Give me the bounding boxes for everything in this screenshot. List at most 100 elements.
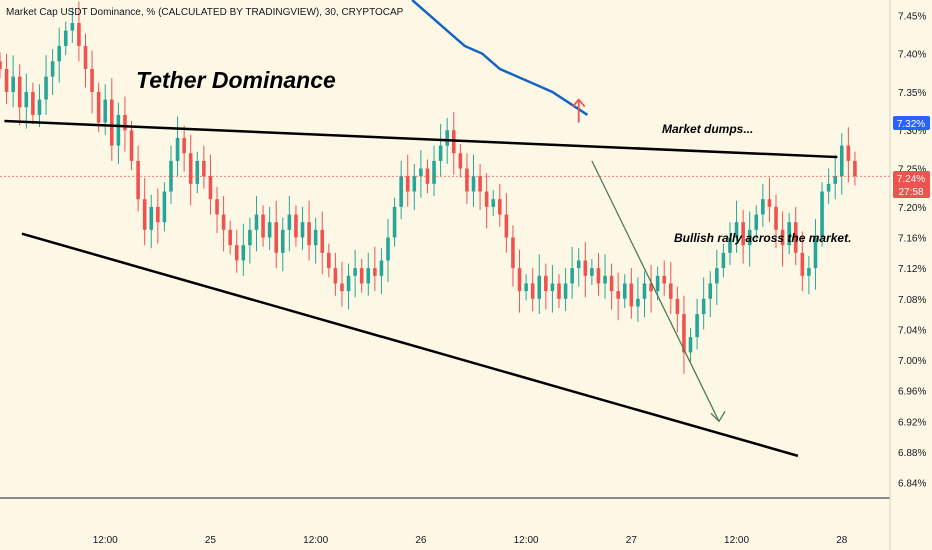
- candle-body: [340, 283, 344, 292]
- y-tick-label: 7.35%: [898, 88, 926, 99]
- candle-body: [688, 337, 693, 353]
- bullish-rally-note: Bullish rally across the market.: [674, 231, 851, 245]
- candle-body: [44, 76, 48, 100]
- candle-body: [83, 45, 88, 69]
- x-axis: 12:00 25 12:00 26 12:00 27 12:00 28: [93, 535, 848, 546]
- candle-body: [175, 137, 180, 161]
- candle-body: [333, 268, 338, 284]
- candle-body: [90, 68, 94, 92]
- candle-body: [833, 176, 837, 184]
- candles-layer: [0, 1, 857, 374]
- candle-body: [399, 176, 403, 207]
- candle-body: [149, 206, 154, 230]
- candle-body: [728, 237, 732, 253]
- candle-body: [478, 176, 482, 192]
- candle-body: [195, 160, 200, 184]
- candle-body: [261, 214, 265, 238]
- candle-body: [208, 176, 213, 200]
- candle-body: [787, 222, 791, 246]
- y-tick-label: 7.04%: [898, 325, 926, 336]
- y-tick-label: 6.84%: [898, 479, 926, 490]
- y-tick-label: 6.88%: [898, 448, 926, 459]
- candle-body: [767, 199, 772, 207]
- headline-annotation: Tether Dominance: [136, 67, 336, 93]
- candle-body: [17, 76, 22, 108]
- candle-body: [405, 176, 410, 192]
- y-tick-label: 7.45%: [898, 11, 926, 22]
- candle-body: [649, 283, 653, 292]
- candle-body: [373, 268, 377, 276]
- y-tick-label: 7.40%: [898, 50, 926, 61]
- candle-body: [668, 283, 673, 299]
- x-tick-label: 25: [205, 535, 217, 546]
- y-tick-label: 7.00%: [898, 356, 926, 367]
- candle-body: [761, 199, 765, 215]
- candle-body: [142, 199, 147, 230]
- y-tick-label: 7.20%: [898, 203, 926, 214]
- candle-body: [576, 260, 581, 269]
- candle-body: [793, 222, 798, 253]
- candle-body: [596, 268, 601, 284]
- candle-body: [583, 260, 588, 276]
- candle-body: [465, 168, 469, 192]
- candle-body: [682, 314, 686, 353]
- projection-arrow-head: [710, 411, 726, 423]
- ma-value-text: 7.32%: [897, 119, 925, 130]
- candle-body: [248, 229, 252, 246]
- candle-body: [50, 61, 55, 77]
- candle-body: [826, 183, 831, 192]
- candle-body: [570, 268, 574, 284]
- candle-body: [537, 275, 542, 299]
- candle-body: [280, 229, 285, 253]
- candle-body: [590, 268, 594, 276]
- candle-body: [563, 283, 568, 299]
- candle-body: [484, 191, 489, 207]
- candle-body: [695, 314, 699, 338]
- last-price-text: 7.24%: [897, 174, 925, 185]
- y-tick-label: 6.96%: [898, 387, 926, 398]
- candle-body: [11, 76, 15, 92]
- candle-body: [629, 283, 634, 307]
- candle-body: [708, 283, 713, 299]
- candle-body: [103, 99, 108, 123]
- candle-body: [129, 130, 134, 161]
- candle-body: [320, 229, 325, 253]
- candle-body: [432, 160, 436, 184]
- ma-value-badge: [893, 116, 930, 130]
- symbol-title: Market Cap USDT Dominance, % (CALCULATED…: [6, 7, 404, 18]
- candle-body: [241, 245, 246, 261]
- candle-body: [557, 283, 561, 299]
- y-tick-label: 7.16%: [898, 234, 926, 245]
- candle-body: [642, 283, 647, 299]
- candle-body: [425, 168, 430, 184]
- countdown-text: 27:58: [898, 187, 923, 198]
- candle-body: [800, 252, 805, 276]
- candle-body: [386, 237, 390, 261]
- candle-body: [24, 91, 29, 108]
- projection-arrow-shaft: [591, 160, 720, 422]
- candle-body: [451, 130, 456, 154]
- candle-body: [498, 199, 502, 215]
- last-price-badge: [893, 171, 930, 198]
- candle-body: [359, 268, 364, 284]
- candle-body: [807, 268, 811, 276]
- candle-body: [346, 275, 351, 292]
- candle-body: [188, 153, 193, 184]
- candle-body: [392, 206, 397, 238]
- candle-body: [234, 245, 239, 261]
- candle-body: [287, 214, 292, 230]
- candle-body: [471, 176, 476, 192]
- upper-trendline: [4, 119, 838, 159]
- candle-body: [603, 275, 607, 284]
- candle-body: [774, 206, 778, 230]
- candle-body: [504, 214, 509, 238]
- lower-trendline: [21, 232, 799, 458]
- candle-body: [780, 229, 785, 246]
- x-tick-label: 12:00: [724, 535, 749, 546]
- candle-body: [438, 145, 443, 161]
- candle-body: [616, 291, 620, 299]
- candle-body: [57, 45, 61, 62]
- candle-body: [202, 160, 206, 177]
